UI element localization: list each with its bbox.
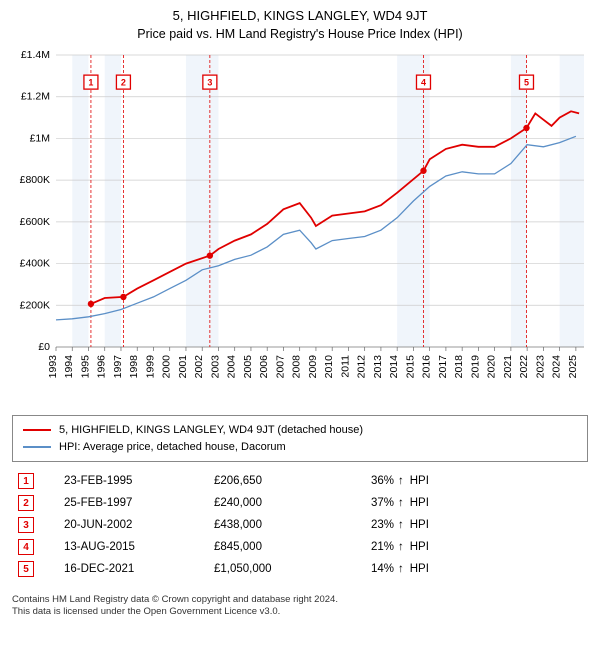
legend-item: HPI: Average price, detached house, Daco… [23, 439, 577, 456]
svg-text:£0: £0 [38, 341, 50, 353]
sale-hpi-label: HPI [410, 475, 429, 487]
svg-text:2025: 2025 [567, 355, 579, 379]
sales-table: 123-FEB-1995£206,65036%↑HPI225-FEB-1997£… [12, 470, 588, 580]
page-subtitle: Price paid vs. HM Land Registry's House … [10, 27, 590, 41]
sale-price: £1,050,000 [214, 563, 334, 575]
sale-date: 13-AUG-2015 [64, 541, 214, 553]
svg-text:2014: 2014 [388, 355, 400, 379]
svg-text:2013: 2013 [372, 355, 384, 379]
legend-swatch [23, 429, 51, 431]
sale-pct: 23% [334, 519, 394, 531]
sale-row: 5 16-DEC-2021£1,050,00014% ↑ HPI [12, 558, 588, 580]
svg-text:1998: 1998 [128, 355, 140, 379]
svg-text:1995: 1995 [79, 355, 91, 379]
svg-text:2001: 2001 [177, 355, 189, 379]
svg-text:2005: 2005 [242, 355, 254, 379]
legend-label: 5, HIGHFIELD, KINGS LANGLEY, WD4 9JT (de… [59, 422, 363, 439]
svg-text:2023: 2023 [534, 355, 546, 379]
legend-item: 5, HIGHFIELD, KINGS LANGLEY, WD4 9JT (de… [23, 422, 577, 439]
footer-line2: This data is licensed under the Open Gov… [12, 606, 588, 618]
svg-text:£800K: £800K [20, 174, 50, 186]
svg-text:1994: 1994 [63, 355, 75, 379]
svg-text:2011: 2011 [339, 355, 351, 378]
sale-marker: 4 [18, 539, 34, 555]
svg-text:£600K: £600K [20, 216, 50, 228]
svg-text:2017: 2017 [437, 355, 449, 379]
sale-pct: 36% [334, 475, 394, 487]
sale-hpi-label: HPI [410, 497, 429, 509]
arrow-up-icon: ↑ [398, 475, 404, 487]
sale-row: 2 25-FEB-1997£240,00037% ↑ HPI [12, 492, 588, 514]
sale-price: £206,650 [214, 475, 334, 487]
footer-attribution: Contains HM Land Registry data © Crown c… [10, 594, 590, 619]
svg-text:4: 4 [421, 78, 426, 88]
sale-marker: 5 [18, 561, 34, 577]
sale-price: £845,000 [214, 541, 334, 553]
sale-marker: 1 [18, 473, 34, 489]
svg-text:£400K: £400K [20, 258, 50, 270]
svg-text:2018: 2018 [453, 355, 465, 379]
footer-line1: Contains HM Land Registry data © Crown c… [12, 594, 588, 606]
svg-text:2024: 2024 [551, 355, 563, 379]
svg-text:2008: 2008 [291, 355, 303, 379]
legend-label: HPI: Average price, detached house, Daco… [59, 439, 286, 456]
svg-text:2: 2 [121, 78, 126, 88]
arrow-up-icon: ↑ [398, 541, 404, 553]
svg-text:1997: 1997 [112, 355, 124, 379]
page-title: 5, HIGHFIELD, KINGS LANGLEY, WD4 9JT [10, 8, 590, 23]
svg-text:2020: 2020 [486, 355, 498, 379]
svg-text:2004: 2004 [226, 355, 238, 379]
sale-date: 25-FEB-1997 [64, 497, 214, 509]
svg-text:1993: 1993 [47, 355, 59, 379]
sale-pct: 14% [334, 563, 394, 575]
svg-text:2006: 2006 [258, 355, 270, 379]
sale-row: 4 13-AUG-2015£845,00021% ↑ HPI [12, 536, 588, 558]
sale-row: 3 20-JUN-2002£438,00023% ↑ HPI [12, 514, 588, 536]
svg-text:2021: 2021 [502, 355, 514, 379]
svg-text:3: 3 [207, 78, 212, 88]
svg-text:2002: 2002 [193, 355, 205, 379]
svg-text:£200K: £200K [20, 299, 50, 311]
sale-row: 1 23-FEB-1995£206,65036% ↑ HPI [12, 470, 588, 492]
svg-text:2007: 2007 [274, 355, 286, 379]
arrow-up-icon: ↑ [398, 563, 404, 575]
sale-marker: 2 [18, 495, 34, 511]
sale-hpi-label: HPI [410, 541, 429, 553]
svg-text:1: 1 [88, 78, 93, 88]
sale-date: 16-DEC-2021 [64, 563, 214, 575]
sale-price: £438,000 [214, 519, 334, 531]
price-chart: £0 £200K £400K £600K £800K £1M £1.2M £1.4M 1993 1… [10, 49, 590, 409]
svg-text:2000: 2000 [161, 355, 173, 379]
svg-text:2016: 2016 [421, 355, 433, 379]
svg-text:2022: 2022 [518, 355, 530, 379]
svg-text:2010: 2010 [323, 355, 335, 379]
arrow-up-icon: ↑ [398, 519, 404, 531]
sale-price: £240,000 [214, 497, 334, 509]
svg-text:5: 5 [524, 78, 529, 88]
svg-text:2012: 2012 [356, 355, 368, 379]
sale-hpi-label: HPI [410, 563, 429, 575]
svg-text:£1.2M: £1.2M [21, 91, 50, 103]
svg-text:2015: 2015 [404, 355, 416, 379]
svg-text:2009: 2009 [307, 355, 319, 379]
svg-text:1999: 1999 [144, 355, 156, 379]
legend: 5, HIGHFIELD, KINGS LANGLEY, WD4 9JT (de… [12, 415, 588, 462]
sale-pct: 37% [334, 497, 394, 509]
sale-hpi-label: HPI [410, 519, 429, 531]
svg-text:1996: 1996 [96, 355, 108, 379]
sale-marker: 3 [18, 517, 34, 533]
svg-text:£1M: £1M [30, 132, 50, 144]
sale-date: 20-JUN-2002 [64, 519, 214, 531]
svg-text:£1.4M: £1.4M [21, 49, 50, 61]
svg-text:2019: 2019 [469, 355, 481, 379]
svg-text:2003: 2003 [209, 355, 221, 379]
sale-pct: 21% [334, 541, 394, 553]
arrow-up-icon: ↑ [398, 497, 404, 509]
sale-date: 23-FEB-1995 [64, 475, 214, 487]
legend-swatch [23, 446, 51, 448]
